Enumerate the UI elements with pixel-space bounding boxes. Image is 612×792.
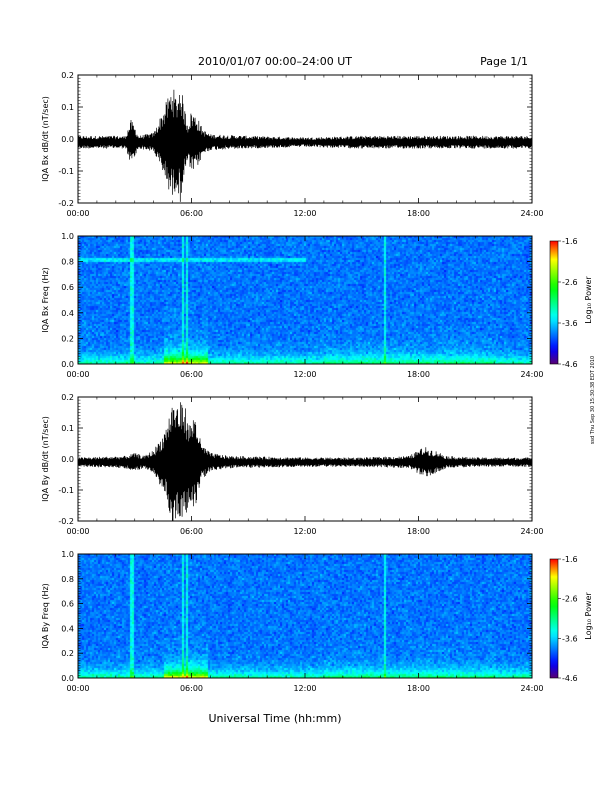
x-tick-label: 24:00	[520, 209, 543, 218]
waveform-trace	[78, 402, 532, 521]
plot-frame	[77, 396, 533, 522]
x-tick-label: 00:00	[66, 684, 89, 693]
y-tick-label: 0.4	[61, 309, 74, 318]
y-tick-label: -0.2	[58, 517, 74, 526]
y-tick-label: 0.1	[61, 424, 74, 433]
y-tick-label: 0.1	[61, 103, 74, 112]
y-tick-label: 0.0	[61, 455, 74, 464]
page-indicator: Page 1/1	[480, 55, 528, 68]
spectrogram-canvas	[78, 554, 532, 678]
y-axis-title: IQA By Freq (Hz)	[41, 583, 50, 649]
plot-frame	[77, 74, 533, 204]
x-tick-label: 18:00	[407, 527, 430, 536]
x-tick-label: 18:00	[407, 370, 430, 379]
colorbar-tick-label: -2.6	[562, 595, 578, 604]
spectrogram-image	[78, 554, 532, 678]
x-tick-label: 24:00	[520, 527, 543, 536]
bx-waveform-panel: 00:00 06:00 12:00 18:00 24:00 -0.2 -0.1 0.0 0.1 0…	[41, 71, 544, 218]
y-tick-label: -0.1	[58, 167, 74, 176]
colorbar	[549, 240, 559, 365]
y-tick-label: 0.6	[61, 600, 74, 609]
by-spectrogram-panel: -1.6 -2.6 -3.6 -4.6 Log₁₀ Power 00:00 06:00 12:…	[41, 550, 593, 693]
colorbar-tick-label: -3.6	[562, 634, 578, 643]
colorbar-tick-label: -4.6	[562, 674, 578, 683]
y-tick-label: 0.8	[61, 575, 74, 584]
x-tick-label: 12:00	[293, 684, 316, 693]
spectrogram-image	[78, 236, 532, 364]
y-tick-label: 1.0	[61, 550, 74, 559]
colorbar-tick-label: -1.6	[562, 237, 578, 246]
y-tick-label: -0.1	[58, 486, 74, 495]
colorbar-title: Log₁₀ Power	[584, 592, 593, 640]
y-axis-title: IQA By dB/dt (nT/sec)	[41, 416, 50, 502]
x-tick-label: 18:00	[407, 684, 430, 693]
waveform-trace	[78, 89, 532, 202]
side-note: ssd Thu Sep 30 15:30:38 EDT 2010	[590, 356, 596, 444]
y-tick-label: 1.0	[61, 232, 74, 241]
colorbar-tick-label: -3.6	[562, 319, 578, 328]
x-tick-label: 06:00	[180, 370, 203, 379]
x-axis-title: Universal Time (hh:mm)	[209, 712, 342, 725]
colorbar-tick-label: -1.6	[562, 555, 578, 564]
x-tick-label: 18:00	[407, 209, 430, 218]
colorbar	[549, 558, 559, 679]
y-tick-label: 0.0	[61, 135, 74, 144]
y-tick-label: 0.0	[61, 674, 74, 683]
y-tick-label: 0.6	[61, 283, 74, 292]
x-tick-label: 12:00	[293, 209, 316, 218]
x-tick-label: 00:00	[66, 527, 89, 536]
x-tick-label: 06:00	[180, 209, 203, 218]
y-tick-label: 0.0	[61, 360, 74, 369]
x-tick-label: 00:00	[66, 370, 89, 379]
y-axis-title: IQA Bx dB/dt (nT/sec)	[41, 96, 50, 182]
y-tick-label: -0.2	[58, 199, 74, 208]
x-tick-label: 24:00	[520, 370, 543, 379]
by-waveform-panel: 00:00 06:00 12:00 18:00 24:00 -0.2 -0.1 0.0 0.1 0…	[41, 393, 544, 536]
y-tick-label: 0.2	[61, 334, 74, 343]
y-tick-label: 0.2	[61, 71, 74, 80]
x-tick-label: 06:00	[180, 684, 203, 693]
y-axis-title: IQA Bx Freq (Hz)	[41, 267, 50, 333]
colorbar-title: Log₁₀ Power	[584, 276, 593, 324]
x-tick-label: 12:00	[293, 370, 316, 379]
plot-frame	[77, 235, 533, 365]
bx-spectrogram-panel: -1.6 -2.6 -3.6 -4.6 Log₁₀ Power 00:00 06:00 12:…	[41, 232, 593, 379]
x-tick-label: 00:00	[66, 209, 89, 218]
plot-frame	[77, 553, 533, 679]
colorbar-tick-label: -2.6	[562, 278, 578, 287]
y-tick-label: 0.2	[61, 393, 74, 402]
y-tick-label: 0.2	[61, 649, 74, 658]
colorbar-tick-label: -4.6	[562, 360, 578, 369]
x-tick-label: 12:00	[293, 527, 316, 536]
x-tick-label: 06:00	[180, 527, 203, 536]
y-tick-label: 0.4	[61, 624, 74, 633]
spectrogram-canvas	[78, 236, 532, 364]
y-tick-label: 0.8	[61, 258, 74, 267]
figure-title: 2010/01/07 00:00–24:00 UT	[198, 55, 352, 68]
x-tick-label: 24:00	[520, 684, 543, 693]
